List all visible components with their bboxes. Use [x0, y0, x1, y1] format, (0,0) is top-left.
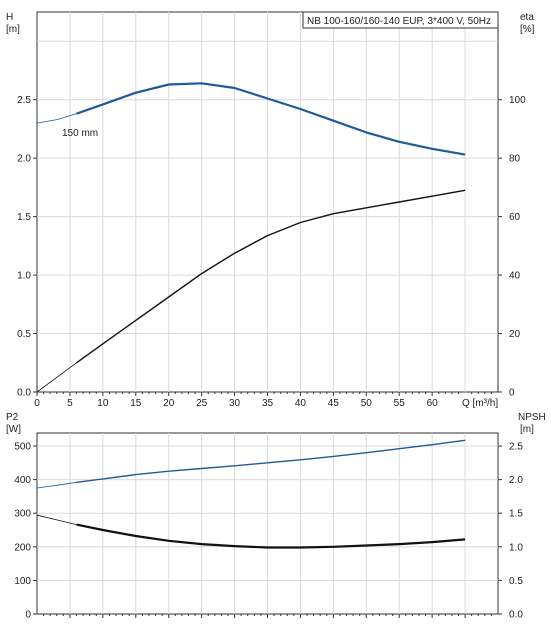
bottom-y-tick-label: 400: [14, 475, 31, 486]
top-ticks: 0 5 10 15 20 25 30 35 40 45 50 55 60 0.0 0.5 1.0 1.5 2.0 2…: [17, 95, 526, 409]
x-tick-label: 45: [328, 398, 340, 409]
x-tick-label: 60: [427, 398, 439, 409]
top-ylabel-line2: [m]: [6, 24, 20, 35]
x-tick-label: 40: [295, 398, 307, 409]
bottom-y-tick-label: 200: [14, 542, 31, 553]
bottom-y2label-line2: [m]: [520, 424, 534, 435]
y-tick-label: 1.0: [17, 271, 31, 282]
x-tick-label: 10: [97, 398, 109, 409]
bottom-y-tick-label: 300: [14, 509, 31, 520]
y-tick-label: 2.0: [17, 154, 31, 165]
power-curve: [76, 439, 466, 483]
bottom-y-tick-label: 100: [14, 576, 31, 587]
head-curve-extrapolation: [36, 113, 77, 124]
y-tick-label: 0.0: [17, 388, 31, 399]
bottom-y-tick-label: 500: [14, 442, 31, 453]
bottom-ylabel-line1: P2: [6, 412, 19, 423]
title-box: [302, 11, 499, 29]
bottom-y-tick-label: 0: [25, 610, 31, 621]
npsh-curve: [76, 523, 466, 549]
x-tick-label: 50: [361, 398, 373, 409]
xlabel: Q [m³/h]: [462, 398, 498, 409]
impeller-annotation: 150 mm: [62, 128, 98, 139]
y-tick-label: 2.5: [17, 95, 31, 106]
x-tick-label: 55: [394, 398, 406, 409]
top-ylabel-line1: H: [6, 12, 13, 23]
y2-tick-label: 40: [509, 271, 521, 282]
x-tick-label: 20: [163, 398, 175, 409]
power-curve-extrapolation: [36, 481, 77, 489]
bottom-y2-tick-label: 1.0: [509, 542, 523, 553]
npsh-curve-extrapolation: [36, 514, 77, 525]
bottom-y2label-line1: NPSH: [518, 412, 546, 423]
x-tick-label: 0: [34, 398, 40, 409]
y2-tick-label: 0: [509, 388, 515, 399]
y-tick-label: 0.5: [17, 329, 31, 340]
top-y2label-line1: eta: [520, 12, 534, 23]
x-tick-label: 30: [229, 398, 241, 409]
x-tick-label: 5: [67, 398, 73, 409]
x-tick-label: 35: [262, 398, 274, 409]
y2-tick-label: 20: [509, 329, 521, 340]
top-y2label-line2: [%]: [520, 24, 535, 35]
top-chart: 0 5 10 15 20 25 30 35 40 45 50 55 60 0.0 0.5 1.0 1.5 2.0 2…: [6, 11, 535, 409]
y2-tick-label: 100: [509, 95, 526, 106]
top-grid: [37, 12, 498, 392]
x-tick-label: 25: [196, 398, 208, 409]
bottom-y2-tick-label: 2.0: [509, 475, 523, 486]
bottom-chart: 0 100 200 300 400 500 0.0 0.5 1.0 1.5 2.0 2.5 P2 [W…: [6, 412, 546, 621]
bottom-series: [36, 439, 466, 549]
chart-title: NB 100-160/160-140 EUP, 3*400 V, 50Hz: [307, 16, 491, 27]
y2-tick-label: 60: [509, 212, 521, 223]
head-curve: [76, 82, 466, 156]
bottom-y2-tick-label: 1.5: [509, 509, 523, 520]
top-series: [36, 82, 466, 393]
y-tick-label: 1.5: [17, 212, 31, 223]
efficiency-curve: [76, 189, 466, 364]
x-tick-label: 15: [130, 398, 142, 409]
bottom-ylabel-line2: [W]: [6, 424, 21, 435]
y2-tick-label: 80: [509, 154, 521, 165]
bottom-y2-tick-label: 0.0: [509, 610, 523, 621]
bottom-y2-tick-label: 2.5: [509, 442, 523, 453]
bottom-ticks: 0 100 200 300 400 500 0.0 0.5 1.0 1.5 2.0 2.5: [14, 442, 523, 621]
efficiency-curve-extrapolation: [36, 362, 77, 393]
bottom-y2-tick-label: 0.5: [509, 576, 523, 587]
